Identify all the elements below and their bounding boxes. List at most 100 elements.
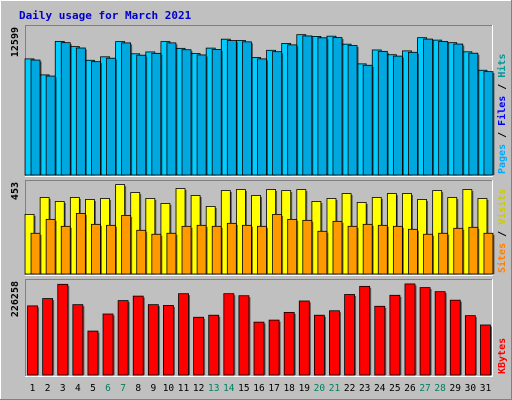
bar-files-day-15 xyxy=(242,41,252,176)
bar-kbytes-day-4 xyxy=(72,304,84,376)
bar-kbytes-day-19 xyxy=(298,300,310,376)
bar-kbytes-day-28 xyxy=(434,291,446,376)
day-label-31: 31 xyxy=(480,383,492,394)
bar-files-day-19 xyxy=(302,35,313,176)
bar-sites-day-9 xyxy=(151,233,162,275)
day-label-29: 29 xyxy=(450,383,462,394)
bar-files-day-18 xyxy=(287,44,298,176)
day-label-24: 24 xyxy=(374,383,386,394)
bar-kbytes-day-21 xyxy=(329,310,340,376)
day-label-23: 23 xyxy=(359,383,370,394)
day-label-1: 1 xyxy=(30,383,36,394)
bar-kbytes-day-15 xyxy=(238,295,250,376)
bar-sites-day-30 xyxy=(468,226,479,275)
bar-sites-day-22 xyxy=(347,225,358,275)
bar-files-day-21 xyxy=(332,37,343,176)
bar-files-day-30 xyxy=(468,52,479,176)
bar-sites-day-20 xyxy=(317,230,328,275)
day-label-21: 21 xyxy=(329,383,341,394)
day-label-20: 20 xyxy=(314,383,326,394)
bar-files-day-3 xyxy=(60,42,71,176)
bar-files-day-31 xyxy=(483,71,494,176)
bar-files-day-29 xyxy=(453,43,464,176)
x-axis-day-labels: 1 2 3 4 5 6 7 8 9 10 11 12 13 14 15 16 17 18 19 20 21 22 23 24 2… xyxy=(30,383,492,394)
bar-files-day-9 xyxy=(151,52,162,176)
bar-kbytes-day-5 xyxy=(87,330,99,376)
bar-sites-day-5 xyxy=(91,223,101,275)
day-label-18: 18 xyxy=(283,383,295,394)
bar-files-day-16 xyxy=(257,58,267,176)
bar-sites-day-8 xyxy=(136,229,147,275)
series-legend: Pages / Files / Hits xyxy=(496,54,508,174)
bar-kbytes-day-16 xyxy=(253,321,265,376)
bar-files-day-14 xyxy=(226,40,237,176)
legend-separator: / xyxy=(497,225,508,243)
bar-files-day-22 xyxy=(347,45,358,176)
bar-files-day-13 xyxy=(211,49,222,176)
day-label-22: 22 xyxy=(344,383,355,394)
bar-files-day-24 xyxy=(377,50,388,176)
day-label-4: 4 xyxy=(75,383,81,394)
series-sites xyxy=(30,213,495,275)
day-label-11: 11 xyxy=(178,383,190,394)
bar-kbytes-day-22 xyxy=(344,294,355,376)
series-legend: Sites / Visits xyxy=(496,189,508,273)
bar-files-day-7 xyxy=(121,42,132,176)
bar-sites-day-7 xyxy=(121,214,132,275)
bar-kbytes-day-13 xyxy=(208,314,220,376)
bar-files-day-1 xyxy=(30,59,41,176)
day-label-30: 30 xyxy=(465,383,477,394)
bar-files-day-28 xyxy=(438,41,449,176)
day-label-26: 26 xyxy=(404,383,416,394)
bar-files-day-12 xyxy=(196,54,207,176)
day-label-13: 13 xyxy=(208,383,219,394)
legend-hits: Hits xyxy=(496,54,508,78)
legend-kbytes: KBytes xyxy=(497,338,508,374)
bar-sites-day-29 xyxy=(453,227,464,275)
legend-files: Files xyxy=(496,96,508,126)
bar-sites-day-14 xyxy=(226,222,237,275)
y-max-label: 453 xyxy=(10,182,21,200)
day-label-9: 9 xyxy=(150,383,156,394)
bar-kbytes-day-24 xyxy=(374,305,386,376)
legend-separator: / xyxy=(497,126,508,144)
bar-files-day-20 xyxy=(317,37,328,176)
panel-kbytes: 226258 KBytes xyxy=(10,279,508,377)
bar-sites-day-4 xyxy=(75,213,86,275)
series-legend: KBytes xyxy=(497,338,508,374)
bar-kbytes-day-20 xyxy=(313,314,325,376)
day-label-17: 17 xyxy=(268,383,279,394)
bar-sites-day-3 xyxy=(60,225,71,275)
bar-kbytes-day-6 xyxy=(102,313,114,376)
bar-visits-day-28 xyxy=(432,190,443,275)
bar-sites-day-2 xyxy=(45,218,56,275)
bar-kbytes-day-23 xyxy=(359,285,371,376)
bar-sites-day-13 xyxy=(211,225,222,275)
bar-kbytes-day-11 xyxy=(178,293,189,376)
bar-kbytes-day-1 xyxy=(27,305,38,376)
bar-kbytes-day-17 xyxy=(268,319,280,376)
bar-sites-day-31 xyxy=(483,232,494,275)
bar-sites-day-1 xyxy=(30,232,41,275)
bar-sites-day-23 xyxy=(362,223,373,275)
day-label-7: 7 xyxy=(120,383,126,394)
bar-sites-day-28 xyxy=(438,232,449,275)
day-label-3: 3 xyxy=(60,383,66,394)
day-label-16: 16 xyxy=(253,383,265,394)
bar-files-day-10 xyxy=(166,42,177,176)
bar-files-day-11 xyxy=(181,49,192,176)
bar-kbytes-day-30 xyxy=(464,315,476,376)
chart-panels: 12599 Pages / Files / Hits 453 Sites / Visi… xyxy=(10,25,508,377)
bar-files-day-5 xyxy=(91,61,101,176)
bar-sites-day-25 xyxy=(392,225,403,275)
bar-files-day-23 xyxy=(362,64,373,176)
chart-title: Daily usage for March 2021 xyxy=(19,9,192,22)
bar-kbytes-day-3 xyxy=(57,283,69,376)
series-kbytes xyxy=(27,283,492,376)
y-max-label: 226258 xyxy=(10,281,21,317)
bar-files-day-27 xyxy=(423,38,433,176)
bar-files-day-26 xyxy=(408,51,418,176)
panel-hits-files-pages: 12599 Pages / Files / Hits xyxy=(10,25,508,177)
bar-sites-day-6 xyxy=(106,224,116,275)
